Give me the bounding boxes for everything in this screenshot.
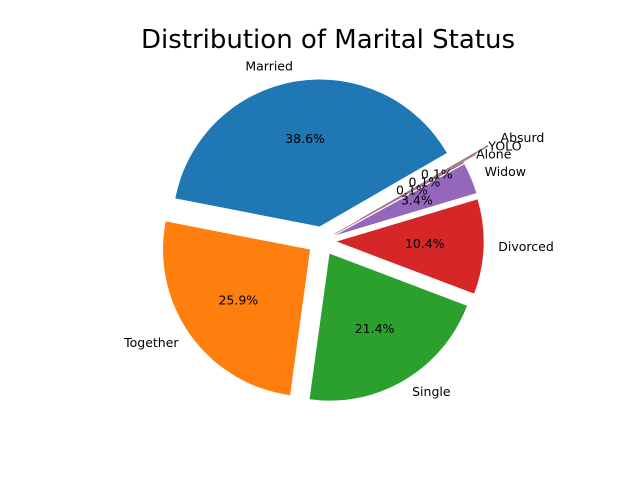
slice-percent-yolo: 0.1% (409, 175, 441, 190)
slice-percent-married: 38.6% (285, 131, 325, 146)
pie-slice-together (163, 221, 311, 396)
slice-percent-alone: 0.1% (396, 182, 428, 197)
slice-percent-widow: 3.4% (401, 193, 433, 208)
pie-slice-absurd (360, 145, 489, 220)
slice-label-yolo: YOLO (487, 139, 521, 154)
slice-percent-divorced: 10.4% (405, 236, 445, 251)
slice-label-widow: Widow (485, 164, 526, 179)
pie-labels: Married 38.6% Together 25.9% Single 21.4% Divo… (123, 59, 554, 400)
slice-label-alone: Alone (476, 147, 512, 162)
slice-percent-absurd: 0.1% (421, 167, 453, 182)
slice-label-married: Married (245, 59, 293, 74)
pie-slice-married (175, 79, 447, 227)
slice-label-absurd: Absurd (501, 130, 545, 145)
pie-slice-widow (335, 164, 477, 236)
pie-slices (163, 79, 489, 401)
pie-slice-single (309, 253, 467, 401)
slice-label-divorced: Divorced (498, 239, 554, 254)
slice-percent-single: 21.4% (355, 321, 395, 336)
slice-percent-together: 25.9% (218, 292, 258, 307)
slice-label-single: Single (412, 384, 451, 399)
pie-slice-divorced (336, 199, 484, 294)
slice-label-together: Together (123, 335, 179, 350)
chart-title: Distribution of Marital Status (141, 25, 515, 55)
